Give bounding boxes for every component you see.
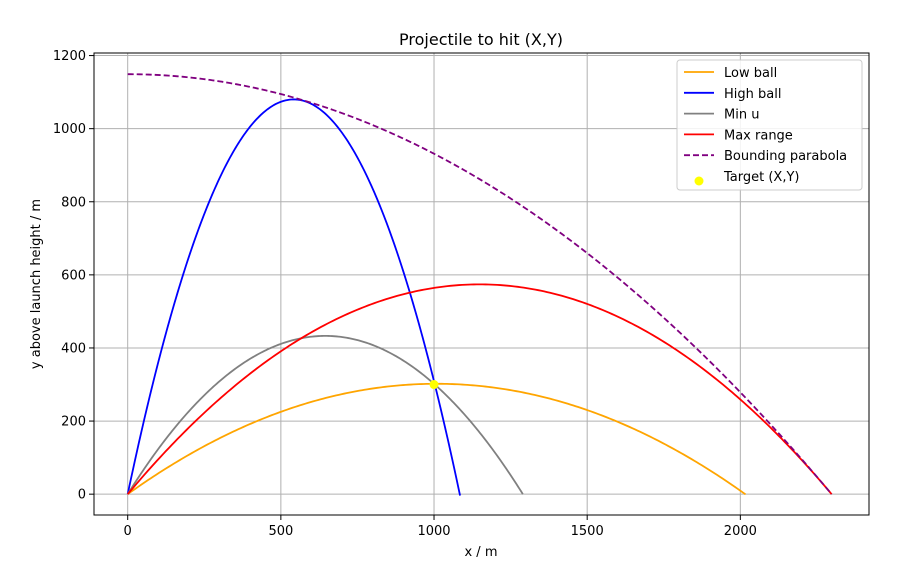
series-line-low-ball [127,382,747,496]
y-tick-label: 1200 [53,49,86,64]
series-line-bounding-parabola [127,73,833,495]
legend-label: Target (X,Y) [723,170,799,185]
target-point [429,380,439,390]
y-tick-label: 200 [61,415,86,430]
x-tick-label: 500 [268,524,293,539]
legend-swatch-target [694,176,704,186]
x-tick-label: 1500 [571,524,604,539]
legend-label: Bounding parabola [724,149,847,164]
legend: Low ball High ball Min u Max range Bounding … [676,59,863,191]
legend-label: Min u [724,108,759,123]
legend-label: Max range [724,128,793,143]
y-tick-label: 800 [61,195,86,210]
legend-label: Low ball [724,66,777,81]
y-tick-label: 600 [61,268,86,283]
y-axis-ticks: 0 200 400 600 800 1000 1200 [53,49,94,503]
legend-label: High ball [724,87,781,102]
x-tick-label: 2000 [724,524,757,539]
x-axis-label: x / m [464,545,497,560]
chart-title: Projectile to hit (X,Y) [399,30,563,49]
series-line-min-u [126,334,524,495]
grid-lines [94,53,869,515]
series-line-high-ball [126,98,461,496]
plot-frame [93,52,870,516]
legend-box [676,59,863,191]
x-tick-label: 1000 [417,524,450,539]
x-axis-ticks: 0 500 1000 1500 2000 [124,515,757,539]
target-layer [429,380,439,390]
x-tick-label: 0 [124,524,132,539]
y-tick-label: 1000 [53,122,86,137]
y-tick-label: 0 [78,488,86,503]
y-axis-label: y above launch height / m [29,199,44,369]
y-tick-label: 400 [61,341,86,356]
series-line-max-range [127,283,833,495]
